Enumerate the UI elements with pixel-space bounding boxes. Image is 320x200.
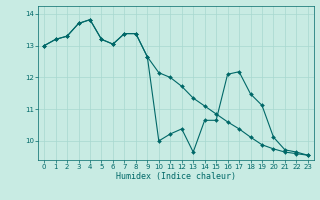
- X-axis label: Humidex (Indice chaleur): Humidex (Indice chaleur): [116, 172, 236, 181]
